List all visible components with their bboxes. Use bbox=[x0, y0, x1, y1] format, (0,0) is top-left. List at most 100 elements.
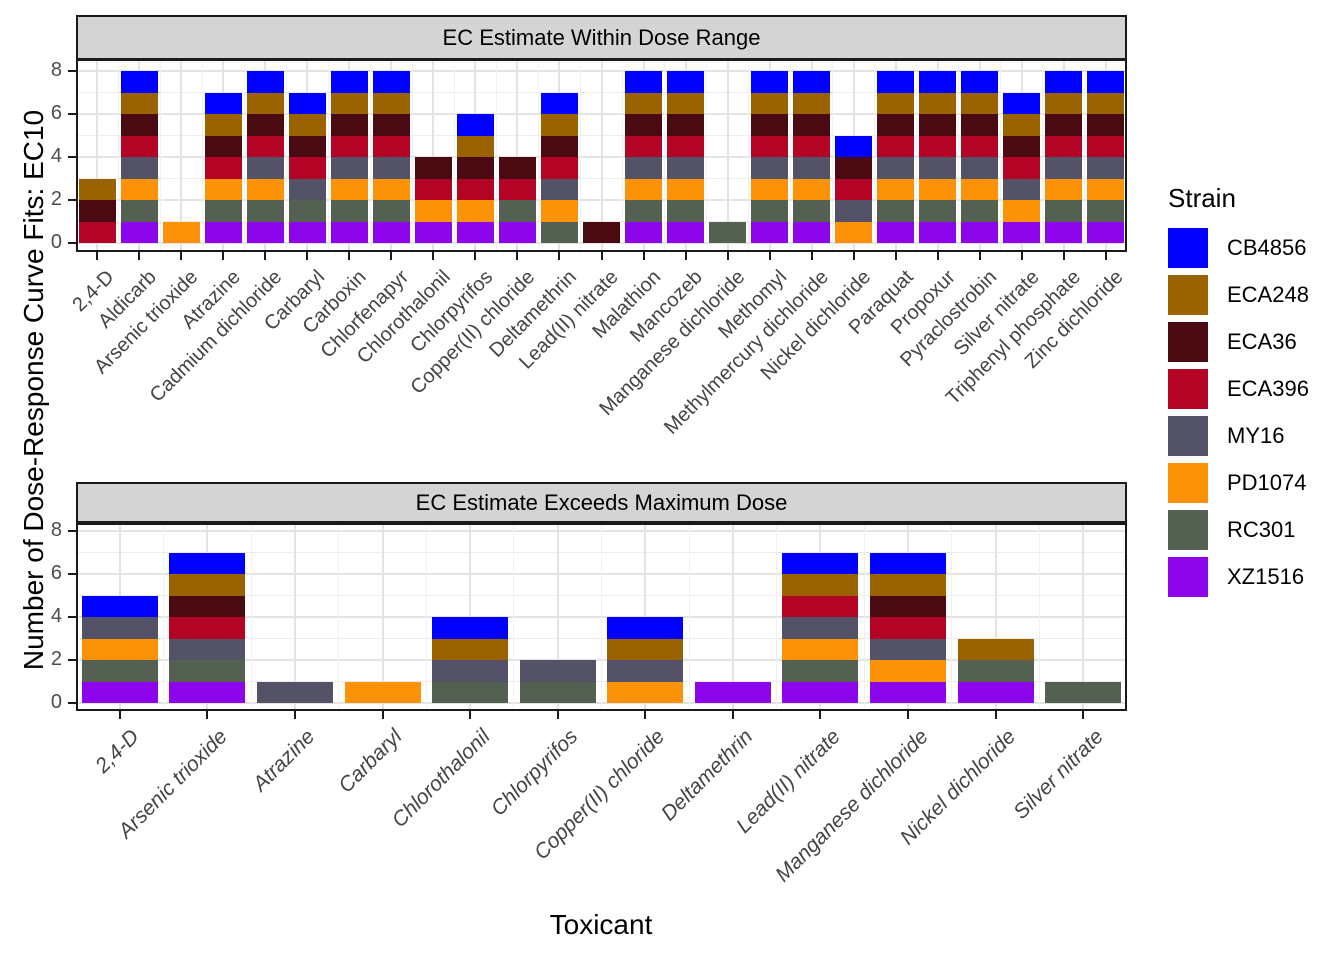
bar-segment-ECA396 bbox=[1087, 135, 1125, 157]
bar-segment-XZ1516 bbox=[782, 681, 859, 703]
y-tick-label: 6 bbox=[50, 102, 62, 124]
x-axis-tick bbox=[306, 252, 309, 260]
legend-swatch-MY16 bbox=[1168, 416, 1208, 456]
bar-segment-XZ1516 bbox=[414, 221, 452, 243]
x-axis-tick bbox=[390, 252, 393, 260]
bar-segment-ECA36 bbox=[583, 221, 620, 243]
x-axis-tick bbox=[118, 711, 121, 719]
bar-segment-RC301 bbox=[204, 200, 242, 222]
bar-segment-CB4856 bbox=[1003, 92, 1041, 114]
bar-segment-ECA396 bbox=[78, 221, 116, 243]
bar-segment-ECA396 bbox=[1045, 135, 1083, 157]
bar-segment-ECA36 bbox=[372, 114, 410, 136]
bar-segment-PD1074 bbox=[162, 221, 200, 243]
x-axis-tick bbox=[556, 711, 559, 719]
bar-segment-RC301 bbox=[667, 200, 705, 222]
bar-segment-XZ1516 bbox=[1045, 221, 1083, 243]
x-axis-tick bbox=[96, 252, 99, 260]
x-major-gridline bbox=[180, 59, 183, 252]
x-major-gridline bbox=[1082, 523, 1085, 711]
bar-segment-CB4856 bbox=[204, 92, 242, 114]
x-axis-tick bbox=[381, 711, 384, 719]
bar-segment-XZ1516 bbox=[1003, 221, 1041, 243]
bar-segment-ECA36 bbox=[169, 595, 246, 617]
bar-segment-MY16 bbox=[751, 157, 789, 179]
bar-segment-MY16 bbox=[246, 157, 284, 179]
bar-segment-ECA248 bbox=[919, 92, 957, 114]
bar-segment-RC301 bbox=[432, 681, 509, 703]
x-axis-tick bbox=[600, 252, 603, 260]
bar-segment-CB4856 bbox=[540, 92, 578, 114]
legend-swatch-XZ1516 bbox=[1168, 557, 1208, 597]
bar-segment-PD1074 bbox=[344, 681, 421, 703]
bar-segment-CB4856 bbox=[835, 135, 873, 157]
bar-segment-CB4856 bbox=[751, 71, 789, 93]
bar-segment-ECA248 bbox=[667, 92, 705, 114]
x-minor-gridline bbox=[832, 59, 834, 252]
legend-swatch-PD1074 bbox=[1168, 463, 1208, 503]
legend-label-CB4856: CB4856 bbox=[1227, 235, 1307, 260]
bar-segment-MY16 bbox=[120, 157, 158, 179]
x-minor-gridline bbox=[327, 59, 329, 252]
bar-segment-PD1074 bbox=[961, 178, 999, 200]
bar-segment-RC301 bbox=[1045, 200, 1083, 222]
x-axis-tick bbox=[1104, 252, 1107, 260]
bar-segment-CB4856 bbox=[870, 552, 947, 574]
bar-segment-PD1074 bbox=[625, 178, 663, 200]
bar-segment-RC301 bbox=[709, 221, 747, 243]
x-major-gridline bbox=[731, 523, 734, 711]
bar-segment-ECA248 bbox=[607, 638, 684, 660]
bar-segment-CB4856 bbox=[793, 71, 831, 93]
bar-segment-ECA248 bbox=[246, 92, 284, 114]
bar-segment-ECA396 bbox=[961, 135, 999, 157]
bar-segment-MY16 bbox=[607, 660, 684, 682]
y-tick-label: 4 bbox=[50, 145, 62, 167]
bar-segment-XZ1516 bbox=[919, 221, 957, 243]
bar-segment-RC301 bbox=[1045, 681, 1122, 703]
bar-segment-RC301 bbox=[81, 660, 158, 682]
legend-label-ECA396: ECA396 bbox=[1227, 376, 1309, 401]
bar-segment-MY16 bbox=[372, 157, 410, 179]
y-axis-tick bbox=[68, 199, 76, 201]
bar-segment-ECA248 bbox=[782, 574, 859, 596]
bar-segment-MY16 bbox=[169, 638, 246, 660]
bar-segment-PD1074 bbox=[246, 178, 284, 200]
bar-segment-XZ1516 bbox=[870, 681, 947, 703]
bar-segment-ECA248 bbox=[625, 92, 663, 114]
bar-segment-CB4856 bbox=[246, 71, 284, 93]
bar-segment-ECA396 bbox=[169, 617, 246, 639]
legend-label-PD1074: PD1074 bbox=[1227, 470, 1307, 495]
x-category-label: Chlorpyrifos bbox=[486, 725, 582, 821]
x-axis-tick bbox=[206, 711, 209, 719]
bar-segment-MY16 bbox=[961, 157, 999, 179]
x-major-gridline bbox=[381, 523, 384, 711]
bar-segment-XZ1516 bbox=[793, 221, 831, 243]
bar-segment-PD1074 bbox=[751, 178, 789, 200]
x-major-gridline bbox=[293, 523, 296, 711]
bar-segment-ECA248 bbox=[1003, 114, 1041, 136]
bar-segment-ECA36 bbox=[1087, 114, 1125, 136]
bar-segment-PD1074 bbox=[667, 178, 705, 200]
bar-segment-CB4856 bbox=[1087, 71, 1125, 93]
x-minor-gridline bbox=[243, 59, 245, 252]
bar-segment-ECA396 bbox=[372, 135, 410, 157]
x-minor-gridline bbox=[790, 59, 792, 252]
bar-segment-ECA248 bbox=[204, 114, 242, 136]
facet-title-exceeds-max-dose: EC Estimate Exceeds Maximum Dose bbox=[415, 489, 788, 515]
bar-segment-ECA36 bbox=[751, 114, 789, 136]
bar-segment-ECA248 bbox=[1045, 92, 1083, 114]
bar-segment-RC301 bbox=[246, 200, 284, 222]
bar-segment-PD1074 bbox=[1045, 178, 1083, 200]
x-axis-tick bbox=[894, 252, 897, 260]
bar-segment-RC301 bbox=[625, 200, 663, 222]
bar-segment-ECA396 bbox=[1003, 157, 1041, 179]
bar-segment-RC301 bbox=[919, 200, 957, 222]
x-axis-tick bbox=[264, 252, 267, 260]
bar-segment-ECA396 bbox=[456, 178, 494, 200]
x-minor-gridline bbox=[706, 59, 708, 252]
bar-segment-ECA36 bbox=[288, 135, 326, 157]
y-axis-tick bbox=[68, 659, 76, 661]
bar-segment-ECA248 bbox=[432, 638, 509, 660]
bar-segment-RC301 bbox=[877, 200, 915, 222]
